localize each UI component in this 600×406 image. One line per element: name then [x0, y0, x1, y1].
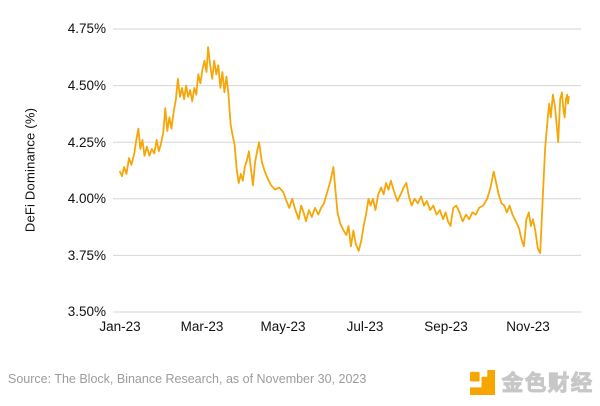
line-plot	[113, 28, 581, 313]
y-tick-label: 4.75%	[67, 21, 106, 36]
y-tick-label: 3.50%	[67, 304, 106, 319]
y-tick-label: 3.75%	[67, 248, 106, 263]
x-tick-label: Jul-23	[346, 319, 384, 334]
x-tick-label: Jan-23	[99, 319, 141, 334]
jinse-caijing-logo: 金色财经	[469, 367, 594, 397]
y-tick-label: 4.25%	[67, 135, 106, 150]
y-tick-label: 4.00%	[67, 191, 106, 206]
jinse-logo-text: 金色财经	[502, 372, 594, 396]
source-text: Source: The Block, Binance Research, as …	[8, 372, 367, 386]
defi-dominance-chart: DeFi Dominance (%) 4.75% 4.50% 4.25% 4.0…	[22, 21, 581, 334]
jinse-logo-icon	[469, 369, 496, 395]
x-tick-label: Sep-23	[424, 319, 468, 334]
y-tick-label: 4.50%	[67, 78, 106, 93]
x-tick-label: Mar-23	[180, 319, 224, 334]
x-tick-label: Nov-23	[506, 319, 550, 334]
y-axis-title: DeFi Dominance (%)	[22, 107, 38, 233]
x-tick-label: May-23	[260, 319, 306, 334]
chart-footer: Source: The Block, Binance Research, as …	[0, 362, 600, 406]
